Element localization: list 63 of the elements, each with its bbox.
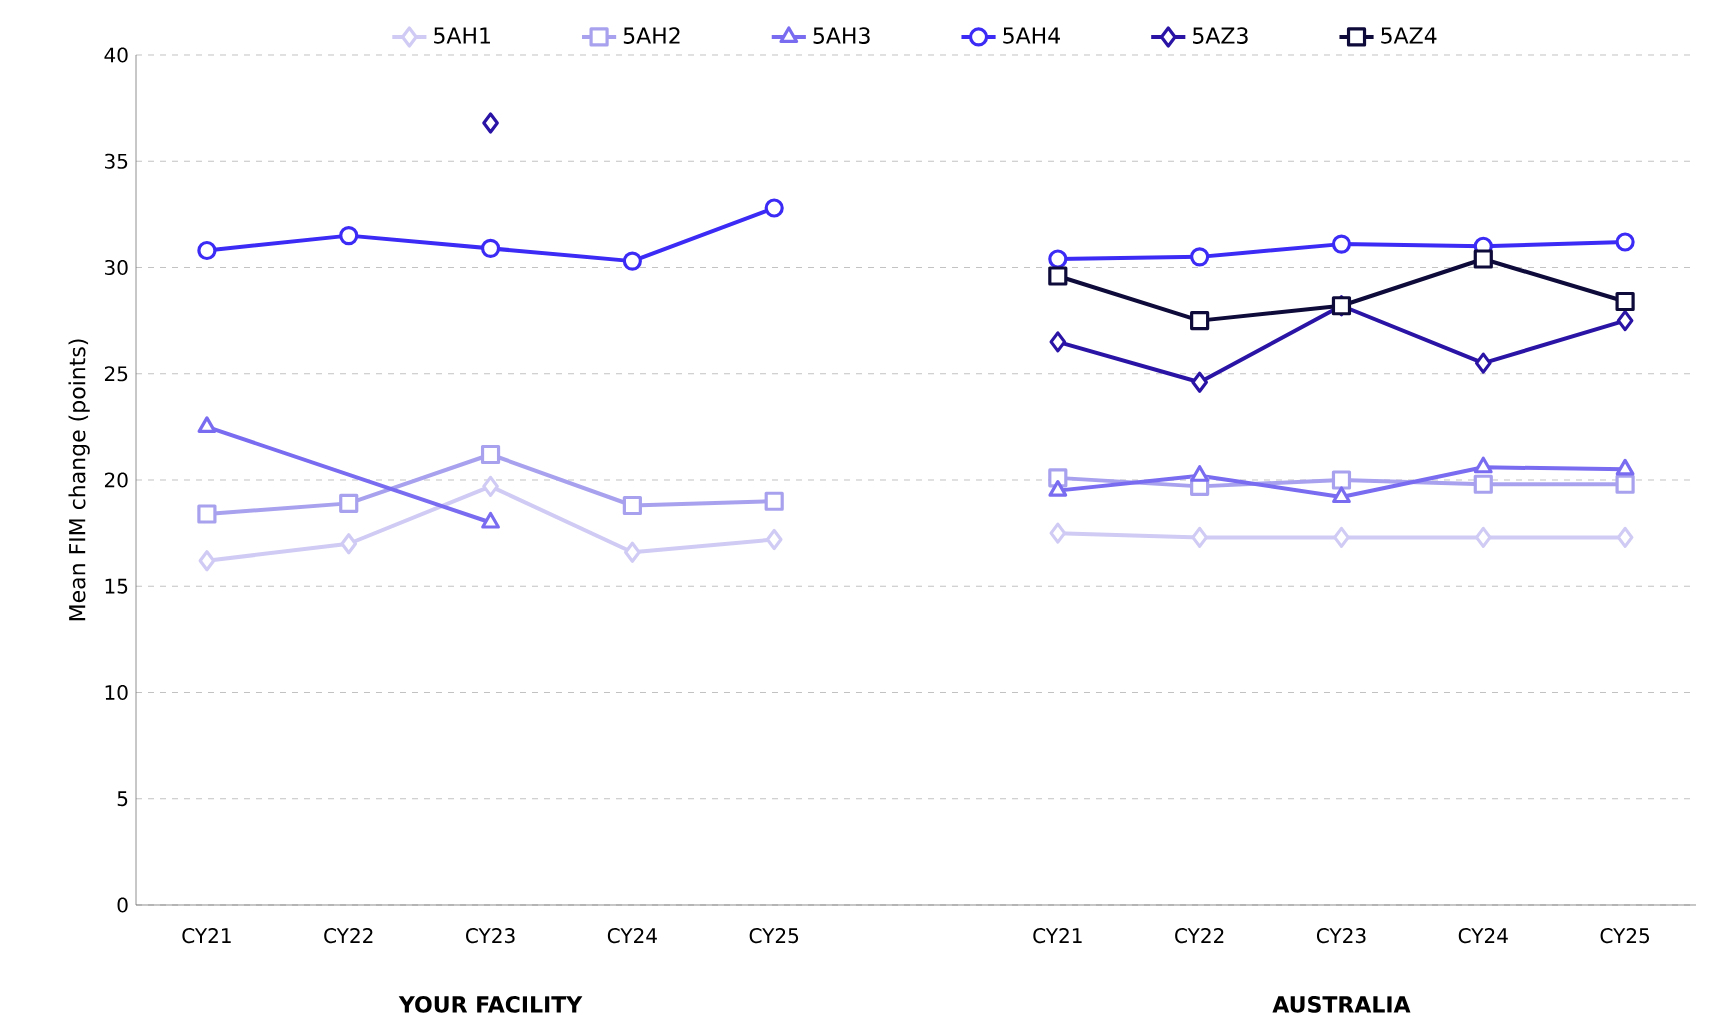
x-tick-label: CY22: [324, 928, 373, 944]
legend-label: 5AH1: [434, 27, 490, 44]
x-tick-label: CY25: [749, 928, 799, 944]
y-tick-label: 30: [105, 259, 128, 276]
text: AUSTRALIA: [1272, 996, 1411, 1013]
point: [1331, 470, 1352, 490]
point: [1191, 526, 1208, 548]
point: [1190, 247, 1210, 267]
point: [339, 226, 359, 246]
point: [1616, 526, 1634, 548]
point: [765, 528, 783, 551]
point: [1615, 291, 1635, 312]
point: [764, 198, 784, 218]
y-tick-label: 40: [104, 47, 128, 63]
x-tick-label: CY24: [1458, 928, 1508, 944]
point: [1333, 526, 1350, 548]
point: [1190, 465, 1210, 482]
point: [1048, 266, 1068, 286]
point: [1473, 456, 1493, 474]
y-axis-title: Mean FIM change (points): [68, 339, 90, 621]
point: [624, 541, 641, 563]
point: [1615, 232, 1635, 252]
point: [622, 251, 642, 271]
point: [764, 491, 784, 511]
x-tick-label: CY22: [1175, 928, 1224, 944]
y-tick-label: 5: [117, 791, 128, 807]
x-tick-label: CY23: [466, 928, 515, 944]
x-tick-label: CY25: [1600, 928, 1649, 944]
point: [482, 475, 499, 497]
point: [197, 240, 217, 261]
text: YOUR FACILITY: [398, 996, 583, 1013]
point: [197, 504, 217, 524]
point: [480, 238, 501, 258]
y-tick-label: 10: [105, 684, 128, 701]
point: [1049, 522, 1067, 544]
y-tick-label: 20: [104, 472, 128, 488]
point: [1048, 249, 1068, 269]
x-tick-label: CY23: [1316, 928, 1366, 944]
y-tick-label: 15: [105, 578, 128, 594]
y-tick-label: 0: [117, 897, 128, 913]
point: [480, 444, 501, 465]
point: [1332, 486, 1351, 504]
legend-label: 5AZ4: [1381, 27, 1437, 44]
point: [482, 112, 499, 134]
y-tick-label: 25: [104, 366, 128, 382]
legend-label: 5AH4: [1003, 27, 1060, 44]
y-tick-label: 35: [105, 153, 128, 169]
point: [1048, 480, 1068, 497]
point: [622, 495, 642, 516]
legend-label: 5AZ3: [1193, 27, 1248, 44]
point: [1473, 474, 1493, 494]
point: [1331, 234, 1352, 254]
legend-label: 5AH2: [623, 27, 680, 44]
legend-label: 5AH3: [813, 27, 870, 44]
point: [1473, 249, 1493, 269]
x-tick-label: CY21: [182, 928, 231, 944]
point: [340, 533, 358, 555]
x-tick-label: CY21: [1033, 928, 1082, 944]
point: [1474, 526, 1492, 548]
point: [1615, 474, 1635, 494]
point: [198, 550, 216, 572]
x-tick-label: CY24: [607, 928, 657, 944]
point: [339, 493, 359, 513]
